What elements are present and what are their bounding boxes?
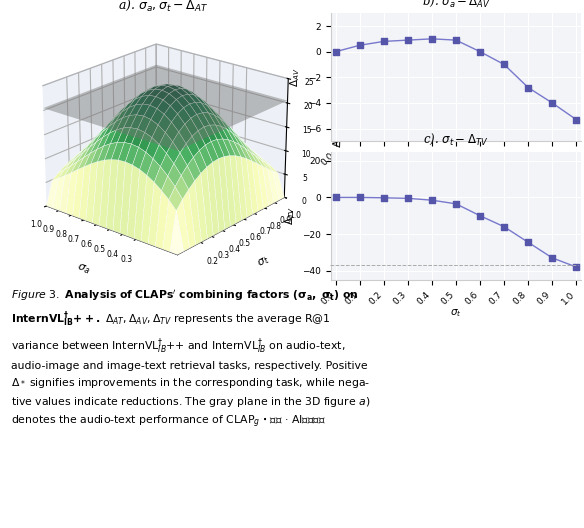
Point <box>451 36 461 44</box>
Title: c). $\sigma_t - \Delta_{TV}$: c). $\sigma_t - \Delta_{TV}$ <box>423 132 489 147</box>
Point <box>379 194 388 202</box>
Point <box>451 200 461 208</box>
X-axis label: $\sigma_t$: $\sigma_t$ <box>450 307 462 319</box>
Title: b). $\sigma_a - \Delta_{AV}$: b). $\sigma_a - \Delta_{AV}$ <box>422 0 491 9</box>
Point <box>523 238 533 247</box>
Point <box>403 194 412 203</box>
Point <box>355 41 364 50</box>
Y-axis label: $\sigma_t$: $\sigma_t$ <box>255 253 272 270</box>
X-axis label: $\sigma_a$: $\sigma_a$ <box>450 169 463 181</box>
Point <box>403 36 412 44</box>
Point <box>475 48 485 56</box>
Title: a). $\sigma_a, \sigma_t - \Delta_{AT}$: a). $\sigma_a, \sigma_t - \Delta_{AT}$ <box>117 0 207 13</box>
Point <box>572 263 581 271</box>
Point <box>331 48 340 56</box>
Point <box>499 222 509 231</box>
Point <box>523 83 533 92</box>
Point <box>499 60 509 69</box>
Point <box>475 212 485 220</box>
Point <box>572 116 581 124</box>
Point <box>427 196 437 204</box>
X-axis label: $\sigma_a$: $\sigma_a$ <box>75 261 92 277</box>
Point <box>548 99 557 107</box>
Point <box>355 193 364 202</box>
Point <box>548 253 557 262</box>
Point <box>427 35 437 43</box>
Point <box>331 193 340 202</box>
Point <box>379 37 388 45</box>
Y-axis label: $\Delta_{TV}$: $\Delta_{TV}$ <box>283 206 297 225</box>
Text: $\it{Figure\ 3.}$ $\mathbf{Analysis\ of\ CLAPs'\ combining\ factors\ (\sigma_a,\: $\it{Figure\ 3.}$ $\mathbf{Analysis\ of\… <box>11 288 370 430</box>
Y-axis label: $\Delta_{AV}$: $\Delta_{AV}$ <box>288 68 303 87</box>
